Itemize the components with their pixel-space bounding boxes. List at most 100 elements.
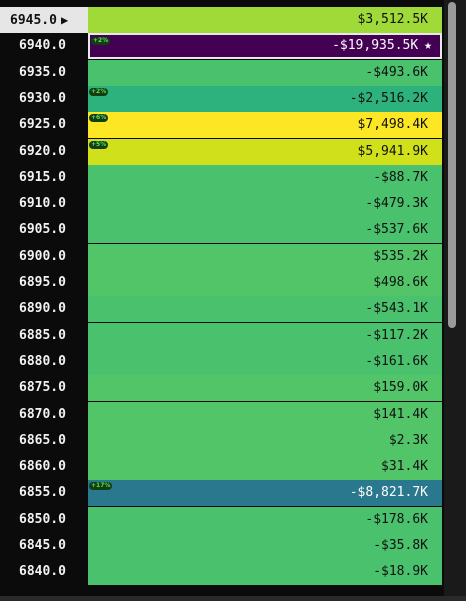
strike-label[interactable]: 6920.0 [0, 139, 88, 165]
strike-label[interactable]: 6930.0 [0, 86, 88, 112]
cell-value: $159.0K [373, 380, 428, 396]
heatmap-cell[interactable]: $2.3K [88, 427, 442, 454]
heatmap-cell[interactable]: -$537.6K [88, 217, 442, 244]
strike-label[interactable]: 6905.0 [0, 217, 88, 243]
strike-label[interactable]: 6880.0 [0, 349, 88, 375]
strike-label[interactable]: 6850.0 [0, 507, 88, 533]
value-column: $3,512.5K +2% -$19,935.5K ★ -$493.6K +2% -$2,5… [88, 0, 442, 601]
strike-text: 6850.0 [19, 511, 66, 527]
strike-label[interactable]: 6885.0 [0, 323, 88, 349]
strike-text: 6870.0 [19, 406, 66, 422]
cell-value: $141.4K [373, 406, 428, 422]
strike-text: 6920.0 [19, 143, 66, 159]
cell-value: $3,512.5K [357, 12, 428, 27]
strike-label[interactable]: 6900.0 [0, 244, 88, 270]
heatmap-cell[interactable]: $159.0K [88, 375, 442, 402]
strike-label[interactable]: 6890.0 [0, 296, 88, 322]
heatmap-cell[interactable]: -$35.8K [88, 533, 442, 559]
heatmap-cell[interactable]: -$178.6K [88, 506, 442, 533]
strike-label[interactable]: 6855.0 [0, 480, 88, 506]
strike-text: 6890.0 [19, 301, 66, 317]
strike-label-current[interactable]: 6945.0 ▶ [0, 7, 88, 33]
change-badge: +2% [89, 87, 109, 96]
cell-value: -$8,821.7K [349, 485, 428, 501]
strike-text: 6885.0 [19, 327, 66, 343]
cell-value: $498.6K [373, 275, 428, 290]
cell-value: -$35.8K [373, 538, 428, 553]
cell-value: -$19,935.5K [332, 38, 419, 54]
heatmap-cell[interactable]: +5% $5,941.9K [88, 138, 442, 165]
cell-value: -$18.9K [373, 564, 428, 580]
change-badge: +6% [89, 114, 109, 123]
strike-label[interactable]: 6865.0 [0, 428, 88, 454]
strike-text: 6860.0 [19, 459, 66, 475]
cell-value: $5,941.9K [357, 143, 428, 159]
heatmap-cell[interactable]: -$88.7K [88, 164, 442, 191]
vertical-scrollbar[interactable] [444, 0, 466, 601]
strike-text: 6910.0 [19, 196, 66, 212]
cell-value: $2.3K [388, 432, 428, 448]
heatmap-cell[interactable]: -$479.3K [88, 191, 442, 218]
heatmap-cell[interactable]: $141.4K [88, 401, 442, 428]
strike-label[interactable]: 6915.0 [0, 165, 88, 191]
strike-label[interactable]: 6870.0 [0, 402, 88, 428]
strike-label[interactable]: 6935.0 [0, 60, 88, 86]
change-badge: +2% [91, 37, 111, 46]
strike-text: 6875.0 [19, 380, 66, 396]
strike-text: 6880.0 [19, 353, 66, 369]
strike-label[interactable]: 6940.0 [0, 33, 88, 59]
strike-label[interactable]: 6860.0 [0, 454, 88, 480]
star-icon: ★ [424, 38, 432, 54]
heatmap-cell[interactable]: -$543.1K [88, 296, 442, 323]
heatmap-cell[interactable]: $31.4K [88, 454, 442, 481]
strike-text: 6945.0 [10, 13, 57, 28]
strike-text: 6855.0 [19, 485, 66, 501]
change-badge: +17% [89, 482, 113, 491]
change-badge: +5% [89, 140, 109, 149]
strike-column: 6945.0 ▶ 6940.0 6935.0 6930.0 6925.0 6920.0 691… [0, 0, 88, 601]
heatmap-cell[interactable]: -$117.2K [88, 322, 442, 349]
heatmap-cell[interactable]: $535.2K [88, 243, 442, 270]
heatmap-cell[interactable]: $498.6K [88, 270, 442, 296]
cell-value: $31.4K [381, 459, 428, 475]
heatmap-cell[interactable]: $3,512.5K [88, 7, 442, 33]
strike-text: 6925.0 [19, 117, 66, 133]
cell-value: $535.2K [373, 248, 428, 264]
strike-label[interactable]: 6910.0 [0, 191, 88, 217]
strike-text: 6865.0 [19, 432, 66, 448]
strike-text: 6940.0 [19, 38, 66, 54]
heatmap-cell[interactable]: -$493.6K [88, 59, 442, 86]
strike-text: 6840.0 [19, 564, 66, 580]
cell-value: -$493.6K [365, 64, 428, 80]
heatmap-cell[interactable]: +17% -$8,821.7K [88, 480, 442, 507]
current-price-arrow-icon: ▶ [60, 13, 69, 27]
heatmap-cell[interactable]: +2% -$2,516.2K [88, 85, 442, 112]
strike-text: 6915.0 [19, 169, 66, 185]
cell-value: -$117.2K [365, 327, 428, 343]
cell-value: -$178.6K [365, 511, 428, 527]
strike-label[interactable]: 6875.0 [0, 375, 88, 401]
scrollbar-thumb[interactable] [448, 2, 456, 328]
heatmap-cell[interactable]: -$161.6K [88, 348, 442, 375]
heatmap-cell[interactable]: -$18.9K [88, 559, 442, 586]
cell-value: -$537.6K [365, 222, 428, 238]
strike-text: 6905.0 [19, 222, 66, 238]
cell-value: $7,498.4K [357, 117, 428, 133]
heatmap-cell[interactable]: +6% $7,498.4K [88, 112, 442, 139]
cell-value: -$543.1K [365, 301, 428, 317]
cell-value: -$161.6K [365, 353, 428, 369]
strike-text: 6845.0 [19, 538, 66, 553]
strike-text: 6930.0 [19, 90, 66, 106]
cell-value: -$88.7K [373, 169, 428, 185]
heatmap-cell-selected[interactable]: +2% -$19,935.5K ★ [88, 33, 442, 60]
strike-label[interactable]: 6895.0 [0, 270, 88, 296]
strike-label[interactable]: 6845.0 [0, 533, 88, 559]
strike-text: 6900.0 [19, 248, 66, 264]
strike-text: 6935.0 [19, 64, 66, 80]
strike-label[interactable]: 6840.0 [0, 559, 88, 585]
strike-label[interactable]: 6925.0 [0, 112, 88, 138]
cell-value: -$2,516.2K [349, 90, 428, 106]
strike-text: 6895.0 [19, 275, 66, 290]
cell-value: -$479.3K [365, 196, 428, 212]
